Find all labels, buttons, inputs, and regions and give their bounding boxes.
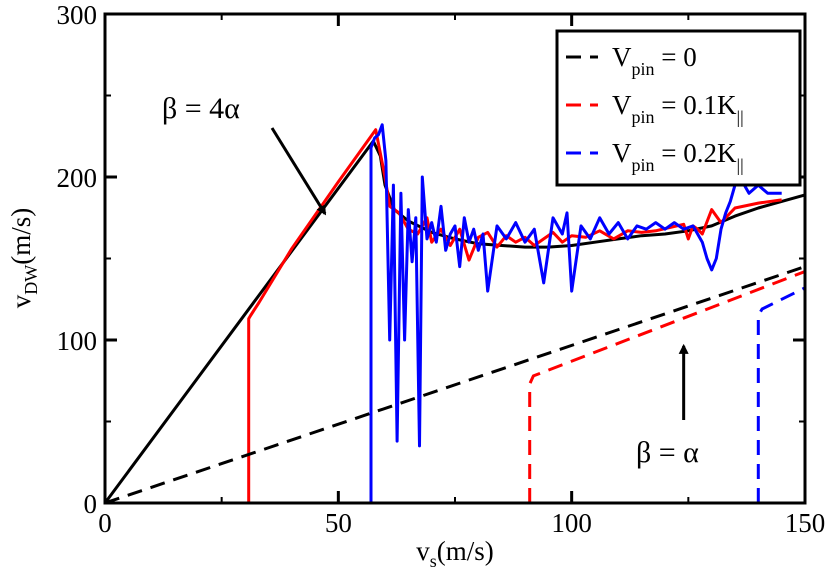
y-tick-label-2: 100 <box>57 326 98 356</box>
y-tick-label-3: 200 <box>57 163 98 193</box>
y-tick-label-1: 0 <box>84 489 98 519</box>
series-line-2 <box>105 128 782 503</box>
legend-label-2: Vpin = 0.1K|| <box>612 90 744 127</box>
plot-lines <box>105 123 805 503</box>
annotation-beta-alpha: β = α <box>636 436 699 469</box>
series-line-3 <box>369 123 782 503</box>
x-tick-label-3: 100 <box>551 508 592 538</box>
x-tick-label-1: 0 <box>98 508 112 538</box>
x-tick-label-4: 150 <box>785 508 826 538</box>
legend: Vpin = 0 Vpin = 0.1K|| Vpin = 0.2K|| <box>555 29 802 187</box>
legend-label-1: Vpin = 0 <box>612 42 697 79</box>
x-axis-label: vs(m/s) <box>416 536 494 571</box>
y-tick-label-4: 300 <box>57 0 98 30</box>
series-line-6 <box>756 286 805 503</box>
annotation-beta-4alpha: β = 4α <box>162 92 240 125</box>
x-tick-label-2: 50 <box>325 508 352 538</box>
series-line-5 <box>528 270 805 503</box>
annotations: β = 4α β = α <box>162 92 699 469</box>
legend-label-3: Vpin = 0.2K|| <box>612 138 744 175</box>
series-line-1 <box>105 139 805 503</box>
y-axis-label: vDW(m/s) <box>6 208 41 309</box>
annotation-arrow-1 <box>270 127 327 216</box>
series-line-4 <box>105 265 805 503</box>
axes: 0 50 100 150 0 100 200 300 vs(m/s) vDW(m/s) <box>6 0 825 571</box>
